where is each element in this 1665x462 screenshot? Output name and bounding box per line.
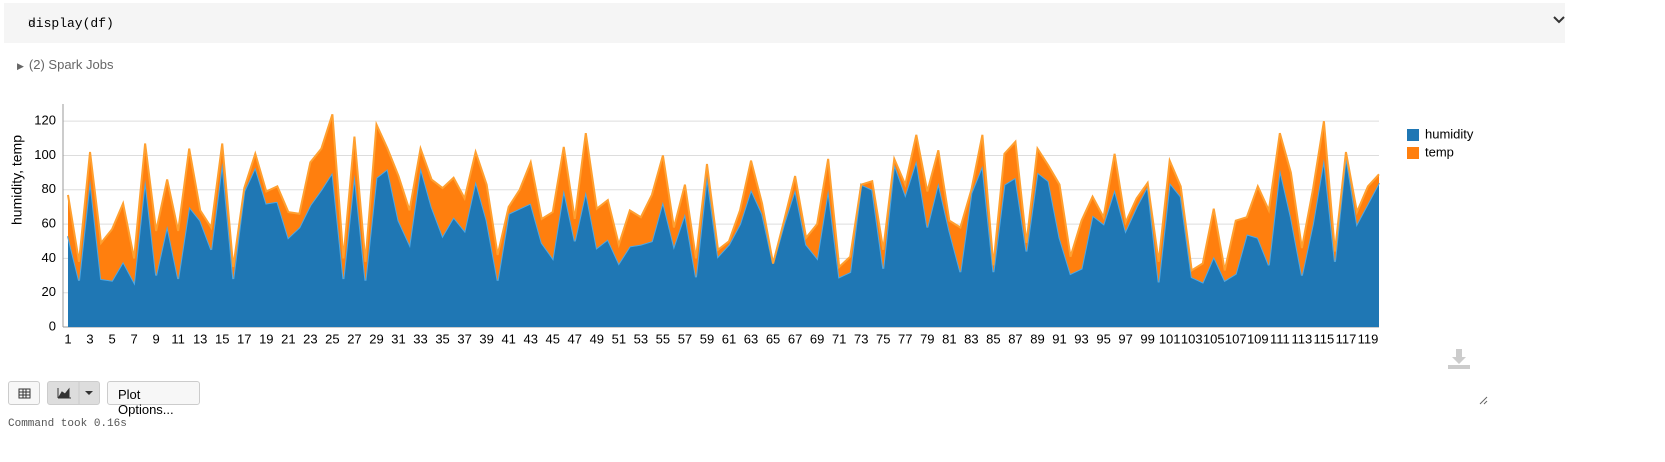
x-tick-label: 31	[391, 331, 405, 346]
x-tick-label: 109	[1247, 331, 1269, 346]
x-tick-label: 17	[237, 331, 251, 346]
x-tick-label: 15	[215, 331, 229, 346]
chart-icon	[57, 382, 93, 404]
x-tick-label: 37	[457, 331, 471, 346]
x-tick-label: 13	[193, 331, 207, 346]
x-tick-label: 65	[766, 331, 780, 346]
legend-swatch	[1407, 129, 1419, 141]
x-tick-label: 41	[501, 331, 515, 346]
x-tick-label: 97	[1118, 331, 1132, 346]
x-tick-label: 61	[722, 331, 736, 346]
x-tick-label: 79	[920, 331, 934, 346]
prompt: >	[28, 16, 36, 31]
x-tick-label: 73	[854, 331, 868, 346]
x-tick-label: 1	[64, 331, 71, 346]
x-tick-label: 21	[281, 331, 295, 346]
x-tick-label: 87	[1008, 331, 1022, 346]
table-icon	[18, 388, 31, 399]
x-tick-label: 39	[479, 331, 493, 346]
legend-label: temp	[1425, 144, 1454, 159]
y-tick-label: 0	[49, 318, 56, 333]
resize-handle[interactable]	[1478, 395, 1488, 405]
area-line	[67, 113, 1380, 273]
x-tick-label: 101	[1159, 331, 1181, 346]
code-cell[interactable]: > display(df)	[4, 3, 1565, 43]
code: display(df)	[28, 16, 114, 31]
collapse-icon[interactable]	[1552, 15, 1566, 25]
x-tick-label: 105	[1203, 331, 1225, 346]
y-axis-label: humidity, temp	[9, 135, 25, 225]
plot-options-button[interactable]: Plot Options...	[107, 381, 200, 417]
x-tick-label: 89	[1030, 331, 1044, 346]
x-tick-label: 117	[1336, 331, 1357, 346]
x-tick-label: 47	[568, 331, 582, 346]
x-tick-label: 81	[942, 331, 956, 346]
x-tick-label: 113	[1292, 331, 1313, 346]
x-tick-label: 59	[700, 331, 714, 346]
x-tick-label: 25	[325, 331, 339, 346]
x-tick-label: 55	[656, 331, 670, 346]
spark-jobs[interactable]: ▶ (2) Spark Jobs	[17, 57, 114, 72]
x-tick-label: 67	[788, 331, 802, 346]
x-tick-label: 77	[898, 331, 912, 346]
x-tick-label: 107	[1225, 331, 1247, 346]
x-tick-label: 29	[369, 331, 383, 346]
x-tick-label: 9	[153, 331, 160, 346]
x-tick-label: 3	[86, 331, 93, 346]
x-tick-label: 5	[108, 331, 115, 346]
x-tick-label: 75	[876, 331, 890, 346]
y-tick-label: 60	[42, 216, 56, 231]
x-tick-label: 63	[744, 331, 758, 346]
y-tick-label: 120	[34, 113, 56, 128]
x-tick-label: 85	[986, 331, 1000, 346]
y-tick-label: 100	[34, 147, 56, 162]
x-tick-label: 69	[810, 331, 824, 346]
y-tick-label: 40	[42, 250, 56, 265]
x-tick-label: 71	[832, 331, 846, 346]
x-tick-label: 83	[964, 331, 978, 346]
command-time: Command took 0.16s	[8, 418, 127, 430]
x-tick-label: 57	[678, 331, 692, 346]
download-icon[interactable]	[1447, 347, 1471, 371]
spark-jobs-label: (2) Spark Jobs	[28, 57, 114, 72]
x-tick-label: 95	[1096, 331, 1110, 346]
table-button[interactable]	[8, 381, 40, 405]
x-tick-label: 49	[590, 331, 604, 346]
x-tick-label: 19	[259, 331, 273, 346]
x-tick-label: 103	[1181, 331, 1203, 346]
x-tick-label: 51	[612, 331, 626, 346]
x-tick-label: 53	[634, 331, 648, 346]
x-tick-label: 11	[171, 331, 185, 346]
x-tick-label: 45	[546, 331, 560, 346]
x-tick-label: 111	[1270, 331, 1290, 346]
x-tick-label: 35	[435, 331, 449, 346]
x-tick-label: 93	[1074, 331, 1088, 346]
x-tick-label: 91	[1052, 331, 1066, 346]
x-tick-label: 99	[1140, 331, 1154, 346]
x-tick-label: 115	[1314, 331, 1335, 346]
x-tick-label: 7	[130, 331, 137, 346]
x-tick-label: 27	[347, 331, 361, 346]
area	[68, 114, 1379, 283]
y-tick-label: 20	[42, 284, 56, 299]
chart-button[interactable]	[47, 381, 100, 405]
y-tick-label: 80	[42, 181, 56, 196]
x-tick-label: 23	[303, 331, 317, 346]
legend-swatch	[1407, 147, 1419, 159]
area	[68, 155, 1379, 327]
x-tick-label: 119	[1358, 331, 1379, 346]
legend-label: humidity	[1425, 126, 1474, 141]
x-tick-label: 43	[523, 331, 537, 346]
x-tick-label: 33	[413, 331, 427, 346]
